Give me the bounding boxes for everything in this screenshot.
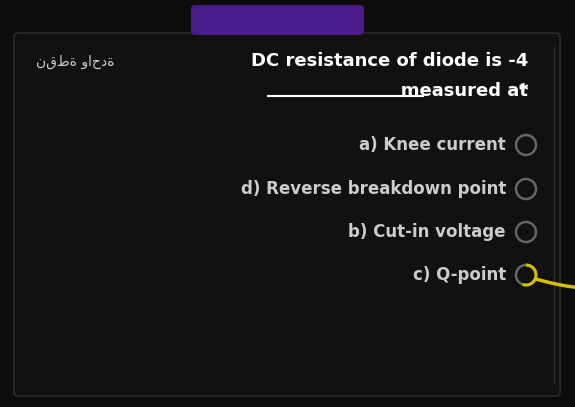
Text: *: * bbox=[519, 82, 528, 100]
FancyBboxPatch shape bbox=[191, 5, 364, 35]
Text: d) Reverse breakdown point: d) Reverse breakdown point bbox=[240, 180, 506, 198]
Text: a) Knee current: a) Knee current bbox=[359, 136, 506, 154]
FancyBboxPatch shape bbox=[14, 33, 560, 396]
Text: نقطة واحدة: نقطة واحدة bbox=[36, 55, 114, 69]
Text: DC resistance of diode is -4: DC resistance of diode is -4 bbox=[251, 52, 528, 70]
Text: b) Cut-in voltage: b) Cut-in voltage bbox=[348, 223, 506, 241]
Text: c) Q-point: c) Q-point bbox=[413, 266, 506, 284]
Text: measured at: measured at bbox=[382, 82, 528, 100]
